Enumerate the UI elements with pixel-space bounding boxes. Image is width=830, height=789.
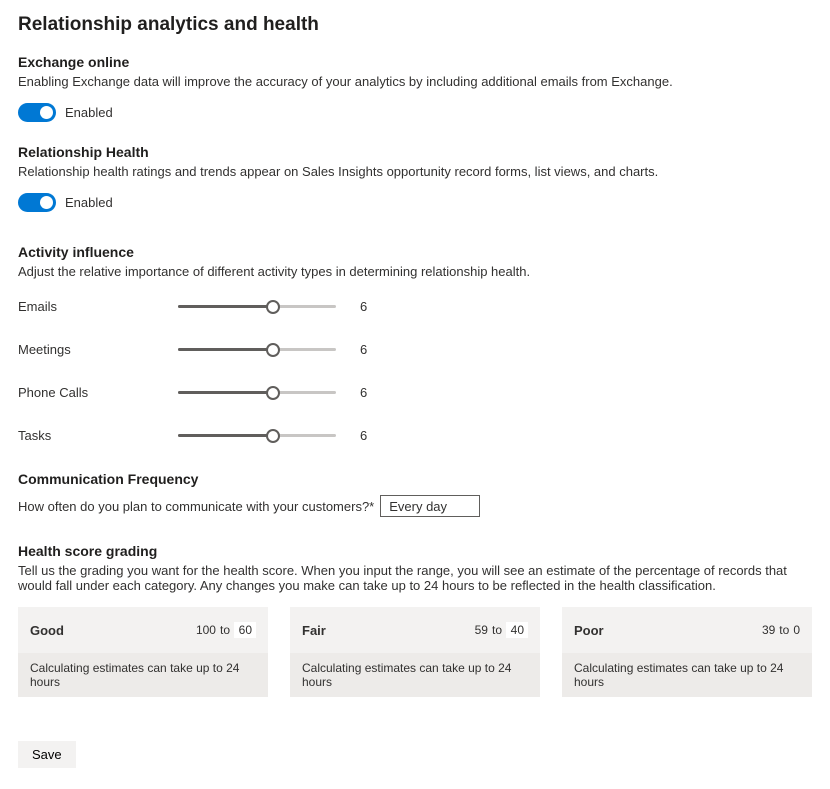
slider-label-3: Tasks xyxy=(18,428,178,443)
grade-card-top: Good 100 to 60 xyxy=(18,607,268,653)
slider-track-fill xyxy=(178,305,273,308)
slider-track-fill xyxy=(178,434,273,437)
grade-title-0: Good xyxy=(30,623,64,638)
grade-range-1: 59 to 40 xyxy=(475,622,528,638)
slider-label-1: Meetings xyxy=(18,342,178,357)
grade-estimate-2: Calculating estimates can take up to 24 … xyxy=(562,653,812,697)
grade-estimate-0: Calculating estimates can take up to 24 … xyxy=(18,653,268,697)
grade-title-2: Poor xyxy=(574,623,604,638)
toggle-knob xyxy=(40,196,53,209)
grade-card-0: Good 100 to 60 Calculating estimates can t… xyxy=(18,607,268,697)
exchange-section: Exchange online Enabling Exchange data w… xyxy=(18,54,812,122)
slider-label-2: Phone Calls xyxy=(18,385,178,400)
comm-freq-section: Communication Frequency How often do you… xyxy=(18,471,812,517)
slider-value-0: 6 xyxy=(360,299,367,314)
slider-value-2: 6 xyxy=(360,385,367,400)
grade-from-0: 100 xyxy=(196,623,216,637)
grade-to-2: 0 xyxy=(793,623,800,637)
grade-card-1: Fair 59 to 40 Calculating estimates can ta… xyxy=(290,607,540,697)
grade-card-2: Poor 39 to 0 Calculating estimates can tak… xyxy=(562,607,812,697)
comm-freq-dropdown[interactable]: Every day xyxy=(380,495,480,517)
exchange-description: Enabling Exchange data will improve the … xyxy=(18,74,812,89)
grade-to-input-0[interactable]: 60 xyxy=(234,622,256,638)
exchange-heading: Exchange online xyxy=(18,54,812,70)
grading-section: Health score grading Tell us the grading… xyxy=(18,543,812,697)
exchange-toggle[interactable] xyxy=(18,103,56,122)
comm-freq-heading: Communication Frequency xyxy=(18,471,812,487)
grade-to-word: to xyxy=(779,623,789,637)
grade-to-word: to xyxy=(492,623,502,637)
activity-description: Adjust the relative importance of differ… xyxy=(18,264,812,279)
grading-heading: Health score grading xyxy=(18,543,812,559)
slider-thumb[interactable] xyxy=(266,386,280,400)
rel-health-heading: Relationship Health xyxy=(18,144,812,160)
grade-title-1: Fair xyxy=(302,623,326,638)
slider-2[interactable] xyxy=(178,386,336,400)
exchange-toggle-label: Enabled xyxy=(65,105,113,120)
grade-range-2: 39 to 0 xyxy=(762,623,800,637)
slider-track-fill xyxy=(178,348,273,351)
page-title: Relationship analytics and health xyxy=(18,14,812,36)
slider-thumb[interactable] xyxy=(266,343,280,357)
grade-estimate-1: Calculating estimates can take up to 24 … xyxy=(290,653,540,697)
grade-to-input-1[interactable]: 40 xyxy=(506,622,528,638)
rel-health-toggle[interactable] xyxy=(18,193,56,212)
activity-section: Activity influence Adjust the relative i… xyxy=(18,244,812,443)
comm-freq-label: How often do you plan to communicate wit… xyxy=(18,499,374,514)
slider-1[interactable] xyxy=(178,343,336,357)
slider-value-3: 6 xyxy=(360,428,367,443)
grade-range-0: 100 to 60 xyxy=(196,622,256,638)
slider-thumb[interactable] xyxy=(266,429,280,443)
grade-to-word: to xyxy=(220,623,230,637)
save-button[interactable]: Save xyxy=(18,741,76,768)
grade-card-top: Fair 59 to 40 xyxy=(290,607,540,653)
rel-health-description: Relationship health ratings and trends a… xyxy=(18,164,812,179)
slider-0[interactable] xyxy=(178,300,336,314)
rel-health-toggle-label: Enabled xyxy=(65,195,113,210)
comm-freq-selected: Every day xyxy=(389,499,447,514)
grading-description: Tell us the grading you want for the hea… xyxy=(18,563,812,593)
activity-heading: Activity influence xyxy=(18,244,812,260)
grade-card-top: Poor 39 to 0 xyxy=(562,607,812,653)
grade-from-2: 39 xyxy=(762,623,775,637)
slider-label-0: Emails xyxy=(18,299,178,314)
slider-thumb[interactable] xyxy=(266,300,280,314)
slider-3[interactable] xyxy=(178,429,336,443)
slider-track-fill xyxy=(178,391,273,394)
rel-health-section: Relationship Health Relationship health … xyxy=(18,144,812,212)
grade-from-1: 59 xyxy=(475,623,488,637)
toggle-knob xyxy=(40,106,53,119)
slider-value-1: 6 xyxy=(360,342,367,357)
